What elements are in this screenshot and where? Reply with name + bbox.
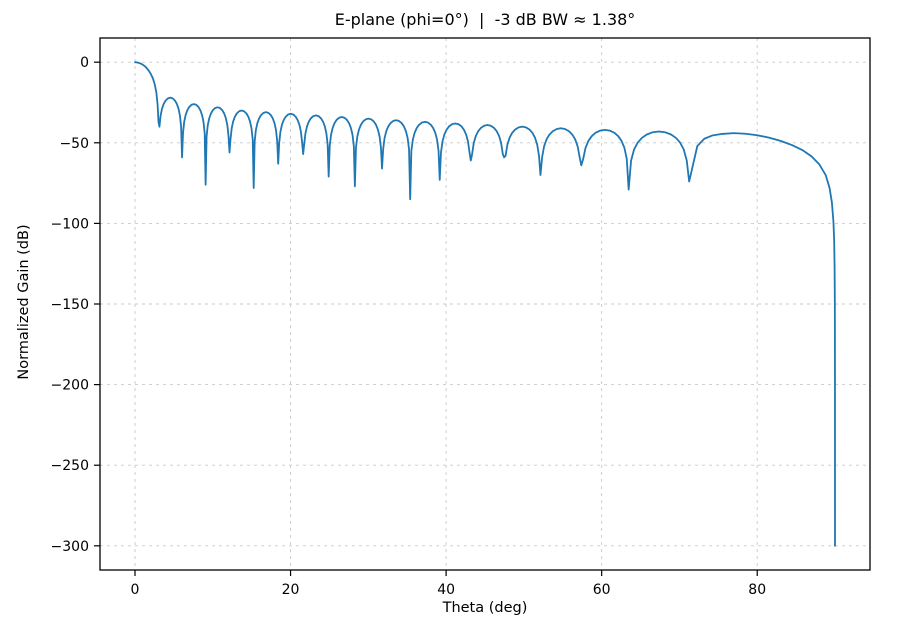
- x-tick-label: 40: [437, 582, 455, 598]
- y-tick-label: −250: [51, 458, 89, 474]
- y-axis-label: Normalized Gain (dB): [16, 224, 32, 380]
- gain-curve: [134, 61, 836, 547]
- y-tick-label: −300: [51, 539, 89, 555]
- y-tick-label: −100: [51, 216, 89, 232]
- y-tick-label: −200: [51, 378, 89, 394]
- x-tick-label: 80: [748, 582, 766, 598]
- x-tick-label: 0: [131, 582, 140, 598]
- y-tick-label: −50: [59, 136, 89, 152]
- x-tick-label: 20: [282, 582, 300, 598]
- y-tick-label: −150: [51, 297, 89, 313]
- x-axis-label: Theta (deg): [442, 600, 528, 616]
- chart-title: E-plane (phi=0°) | -3 dB BW ≈ 1.38°: [334, 10, 636, 29]
- y-tick-label: 0: [80, 55, 89, 71]
- x-tick-label: 60: [593, 582, 611, 598]
